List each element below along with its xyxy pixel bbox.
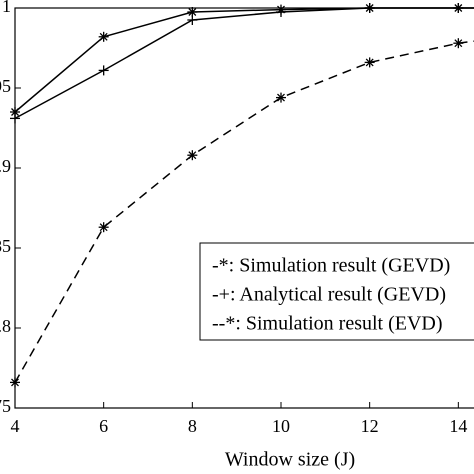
y-tick-label: 1 bbox=[2, 0, 11, 16]
legend-label: --*: Simulation result (EVD) bbox=[212, 313, 443, 335]
marker-stroke bbox=[188, 151, 197, 160]
x-tick-label: 4 bbox=[11, 416, 20, 436]
x-tick-label: 6 bbox=[99, 416, 108, 436]
marker bbox=[276, 7, 286, 17]
marker bbox=[453, 38, 464, 49]
marker-stroke bbox=[99, 32, 108, 41]
marker bbox=[364, 3, 375, 13]
x-tick-label: 12 bbox=[361, 416, 379, 436]
marker-stroke bbox=[11, 378, 19, 387]
x-axis-label: Window size (J) bbox=[225, 449, 355, 471]
marker-stroke bbox=[454, 39, 463, 48]
marker-stroke bbox=[11, 108, 19, 116]
y-tick-label: .95 bbox=[0, 76, 11, 96]
legend: -*: Simulation result (GEVD) -+: Analytic… bbox=[199, 242, 474, 341]
marker bbox=[364, 57, 375, 68]
marker bbox=[98, 222, 109, 233]
y-tick-label: .85 bbox=[0, 236, 11, 256]
series-line bbox=[14, 7, 474, 120]
marker bbox=[187, 15, 198, 25]
marker-stroke bbox=[365, 58, 374, 67]
marker bbox=[10, 377, 20, 388]
y-tick-label: .75 bbox=[0, 396, 11, 416]
x-tick-label: 10 bbox=[272, 416, 290, 436]
legend-label: -+: Analytical result (GEVD) bbox=[212, 284, 446, 306]
marker-stroke bbox=[188, 8, 197, 16]
marker bbox=[187, 150, 198, 161]
y-tick-label: .9 bbox=[0, 156, 11, 176]
legend-box bbox=[199, 242, 474, 341]
y-tick-label: .8 bbox=[0, 316, 11, 336]
x-tick-label: 14 bbox=[449, 416, 467, 436]
plot-frame bbox=[14, 7, 474, 409]
marker bbox=[98, 65, 109, 76]
marker bbox=[10, 113, 20, 124]
marker-stroke bbox=[277, 93, 285, 102]
marker-stroke bbox=[99, 223, 108, 232]
series-line bbox=[14, 7, 474, 113]
marker bbox=[276, 92, 286, 103]
x-tick-label: 8 bbox=[188, 416, 197, 436]
legend-label: -*: Simulation result (GEVD) bbox=[212, 255, 450, 277]
marker bbox=[98, 31, 109, 42]
marker bbox=[453, 3, 464, 13]
